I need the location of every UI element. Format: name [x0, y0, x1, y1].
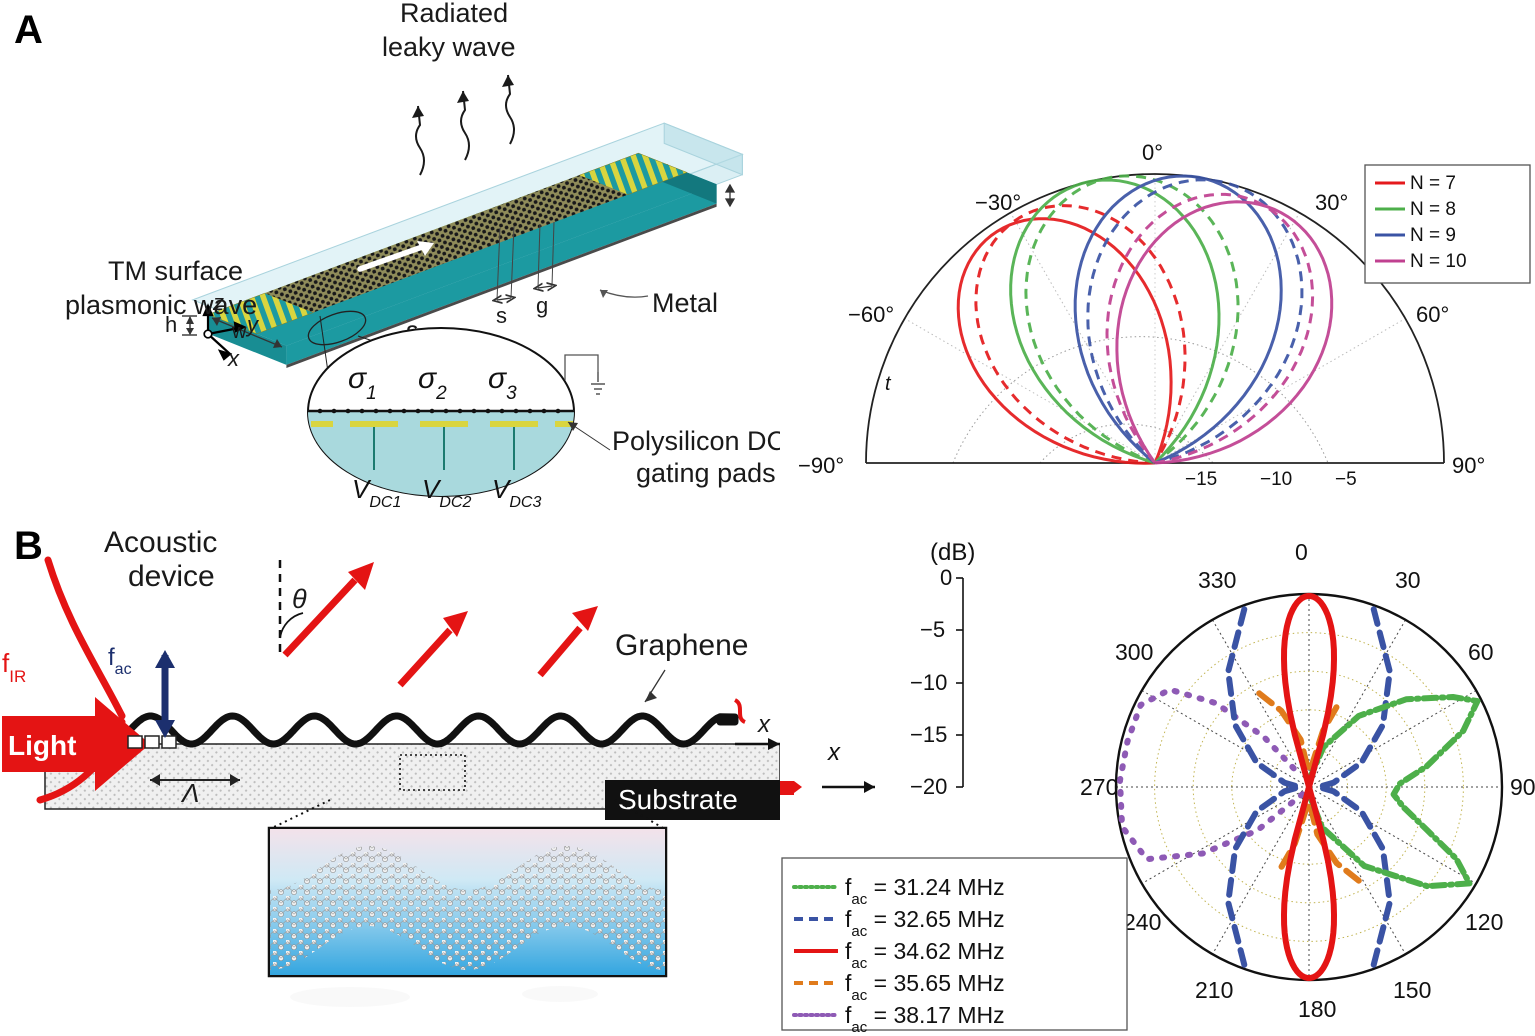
svg-text:−15: −15	[910, 722, 947, 747]
svg-text:−15: −15	[1185, 469, 1217, 490]
svg-text:−30°: −30°	[975, 190, 1021, 215]
svg-text:TM surface: TM surface	[108, 256, 243, 286]
svg-text:z: z	[212, 290, 224, 315]
svg-text:Light: Light	[8, 730, 76, 761]
svg-text:x: x	[757, 711, 771, 738]
svg-text:−5: −5	[1335, 469, 1357, 490]
svg-text:N = 8: N = 8	[1410, 199, 1456, 220]
svg-text:0°: 0°	[1142, 140, 1163, 165]
svg-text:(dB): (dB)	[930, 539, 975, 566]
svg-text:leaky wave: leaky wave	[382, 32, 516, 62]
svg-text:device: device	[128, 560, 215, 593]
svg-text:30°: 30°	[1315, 190, 1348, 215]
svg-text:x: x	[827, 739, 841, 766]
svg-text:Acoustic: Acoustic	[104, 526, 217, 559]
svg-text:gating pads: gating pads	[636, 458, 776, 488]
svg-text:0: 0	[1295, 539, 1308, 565]
svg-text:y: y	[245, 312, 260, 337]
svg-text:−5: −5	[920, 617, 945, 642]
svg-text:150: 150	[1393, 977, 1431, 1003]
svg-text:90°: 90°	[1452, 453, 1485, 478]
svg-text:w: w	[231, 321, 247, 343]
svg-text:Polysilicon DC: Polysilicon DC	[612, 426, 780, 456]
svg-text:Metal: Metal	[652, 288, 718, 318]
svg-text:Radiated: Radiated	[400, 0, 508, 28]
svg-text:x: x	[227, 346, 240, 371]
svg-text:−90°: −90°	[798, 453, 844, 478]
svg-text:270: 270	[1080, 774, 1118, 800]
svg-text:N = 9: N = 9	[1410, 225, 1456, 246]
svg-text:θ: θ	[292, 584, 307, 614]
svg-text:180: 180	[1298, 996, 1336, 1022]
svg-text:330: 330	[1198, 567, 1236, 593]
svg-text:N = 7: N = 7	[1410, 173, 1456, 194]
svg-text:plasmonic wave: plasmonic wave	[65, 290, 257, 320]
svg-text:Λ: Λ	[180, 778, 199, 808]
svg-text:fIR: fIR	[2, 648, 26, 686]
svg-text:g: g	[536, 293, 548, 318]
svg-text:60°: 60°	[1416, 302, 1449, 327]
svg-text:Substrate: Substrate	[618, 784, 738, 815]
svg-text:−60°: −60°	[848, 302, 894, 327]
svg-text:−10: −10	[910, 670, 947, 695]
svg-text:Graphene: Graphene	[615, 629, 748, 662]
svg-text:0: 0	[940, 565, 952, 590]
svg-text:210: 210	[1195, 977, 1233, 1003]
svg-text:−20: −20	[910, 774, 947, 799]
svg-text:30: 30	[1395, 567, 1421, 593]
svg-text:s: s	[496, 303, 507, 328]
svg-text:60: 60	[1468, 639, 1494, 665]
svg-text:90: 90	[1510, 774, 1535, 800]
svg-text:fac: fac	[108, 644, 132, 678]
svg-text:N = 10: N = 10	[1410, 251, 1467, 272]
svg-text:120: 120	[1465, 909, 1503, 935]
svg-text:300: 300	[1115, 639, 1153, 665]
svg-text:h: h	[165, 312, 177, 337]
svg-text:−10: −10	[1260, 469, 1292, 490]
svg-text:240: 240	[1123, 909, 1161, 935]
svg-text:t: t	[885, 373, 892, 395]
